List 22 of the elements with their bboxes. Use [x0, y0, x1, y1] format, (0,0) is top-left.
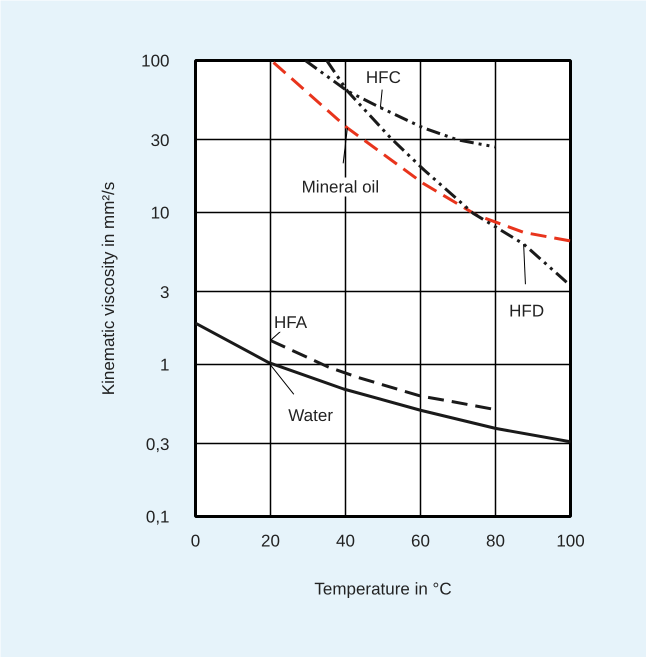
- series-label: HFA: [274, 312, 308, 332]
- line-series: [269, 338, 494, 410]
- y-tick-label: 0,3: [146, 434, 170, 454]
- x-tick-label: 60: [411, 532, 430, 550]
- y-tick-label: 0,1: [146, 508, 170, 526]
- y-tick-label: 30: [150, 130, 170, 150]
- series-label: Water: [288, 406, 334, 426]
- y-tick-label: 10: [150, 204, 170, 222]
- x-axis-title: Temperature in °C: [314, 580, 452, 598]
- y-axis-title: Kinematic viscosity in mm²/s: [99, 182, 118, 396]
- series-label: Mineral oil: [302, 177, 380, 196]
- x-tick-label: 0: [190, 532, 200, 550]
- line-series: [272, 61, 570, 242]
- y-tick-label: 3: [160, 282, 170, 302]
- series-label: HFD: [509, 302, 544, 321]
- y-tick-label: 100: [141, 52, 170, 70]
- x-tick-label: 100: [556, 532, 585, 550]
- x-tick-label: 40: [336, 532, 355, 550]
- series-label: HFC: [366, 68, 401, 88]
- y-tick-label: 1: [160, 356, 170, 374]
- x-tick-label: 20: [261, 532, 280, 550]
- x-tick-label: 80: [486, 532, 505, 550]
